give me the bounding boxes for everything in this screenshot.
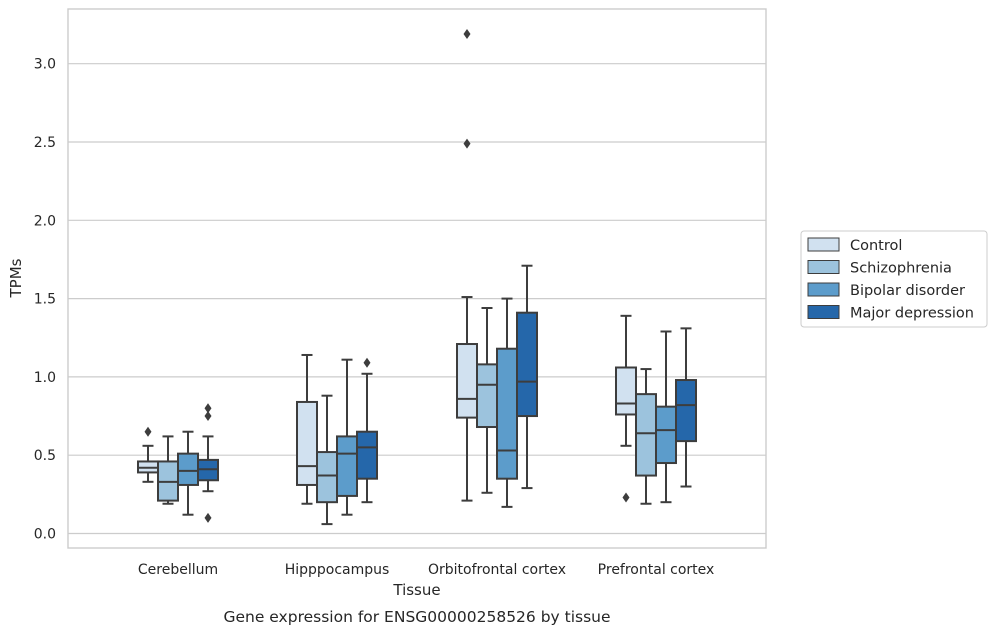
- box-1-3: [356, 357, 378, 504]
- outlier-point: [204, 403, 212, 414]
- legend-swatch: [807, 260, 840, 274]
- box-body: [456, 343, 478, 419]
- legend-label: Major depression: [850, 306, 974, 322]
- box-layer: [137, 28, 697, 526]
- box-body: [336, 435, 358, 497]
- x-tick-label: Prefrontal cortex: [598, 562, 715, 578]
- box-body: [655, 405, 677, 465]
- box-body: [356, 430, 378, 480]
- box-1-0: [296, 353, 318, 505]
- chart-caption: Gene expression for ENSG00000258526 by t…: [223, 608, 610, 626]
- box-3-2: [655, 330, 677, 504]
- legend: Control Schizophrenia Bipolar disorder Majo…: [800, 230, 988, 328]
- box-1-2: [336, 358, 358, 516]
- box-1-1: [316, 394, 338, 526]
- legend-swatch: [807, 237, 840, 252]
- box-body: [177, 452, 199, 486]
- legend-swatch: [807, 282, 840, 297]
- x-tick-label: Hipppocampus: [285, 562, 390, 578]
- x-tick-label: Cerebellum: [138, 562, 218, 578]
- box-0-3: [197, 403, 219, 523]
- box-body: [496, 347, 518, 480]
- box-2-0: [456, 28, 478, 502]
- box-body: [675, 379, 697, 443]
- y-tick-labels: 0.0 0.5 1.0 1.5 2.0 2.5 3.0: [34, 57, 56, 543]
- y-tick-label: 1.5: [34, 292, 56, 308]
- outlier-point: [622, 492, 630, 503]
- box-body: [615, 366, 637, 416]
- y-tick-label: 0.5: [34, 448, 56, 464]
- legend-frame: [800, 230, 988, 328]
- box-3-0: [615, 314, 637, 503]
- legend-label: Control: [850, 238, 902, 254]
- box-3-1: [635, 368, 657, 505]
- x-axis-label: Tissue: [392, 581, 440, 599]
- y-axis-label: TPMs: [7, 258, 25, 298]
- legend-swatch: [807, 305, 840, 319]
- box-0-1: [157, 435, 179, 505]
- x-tick-labels: Cerebellum Hipppocampus Orbitofrontal cort…: [138, 562, 714, 578]
- y-tick-label: 2.0: [34, 213, 56, 229]
- box-2-1: [476, 306, 498, 494]
- box-0-2: [177, 430, 199, 516]
- outlier-point: [463, 138, 471, 149]
- box-body: [296, 400, 318, 486]
- box-body: [516, 311, 538, 418]
- y-tick-label: 0.0: [34, 527, 56, 543]
- legend-label: Schizophrenia: [850, 261, 952, 277]
- box-body: [476, 363, 498, 429]
- outlier-point: [144, 426, 152, 437]
- box-body: [316, 451, 338, 504]
- box-body: [635, 393, 657, 477]
- outlier-point: [463, 28, 471, 39]
- y-tick-label: 1.0: [34, 370, 56, 386]
- legend-label: Bipolar disorder: [850, 283, 965, 299]
- y-tick-label: 3.0: [34, 57, 56, 73]
- box-2-3: [516, 264, 538, 490]
- box-2-2: [496, 297, 518, 508]
- outlier-point: [204, 411, 212, 422]
- y-tick-label: 2.5: [34, 135, 56, 151]
- x-tick-label: Orbitofrontal cortex: [428, 562, 566, 578]
- box-0-0: [137, 426, 159, 483]
- box-3-3: [675, 327, 697, 488]
- outlier-point: [363, 357, 371, 368]
- outlier-point: [204, 512, 212, 523]
- plot-frame: [67, 8, 767, 549]
